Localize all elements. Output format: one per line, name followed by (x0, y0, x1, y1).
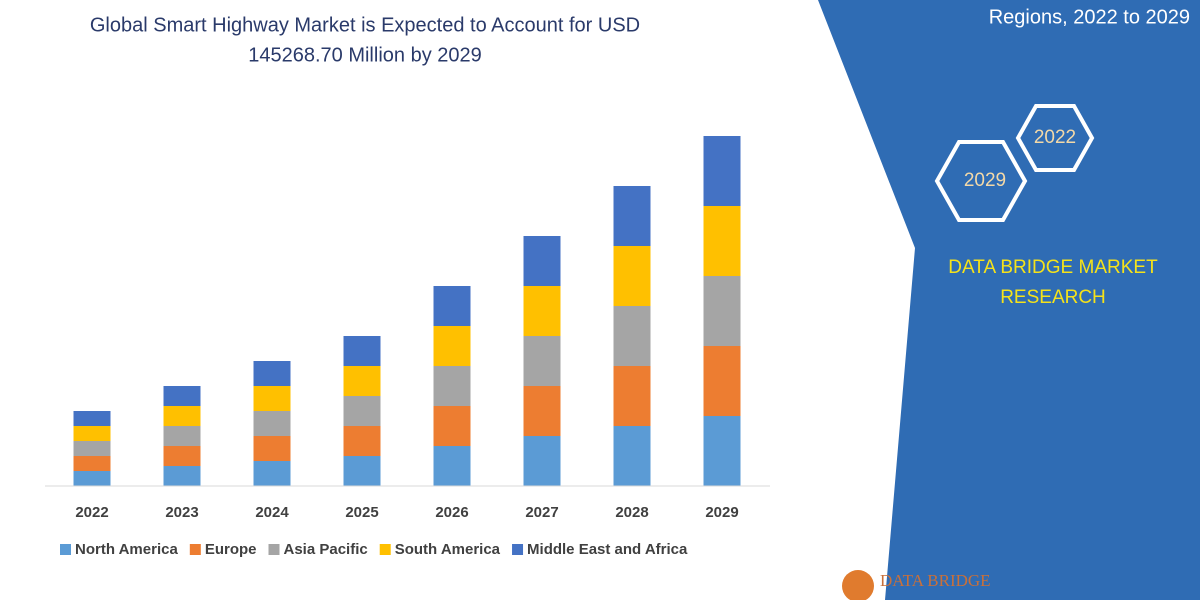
bar-segment (613, 366, 651, 426)
bar-segment (703, 346, 741, 416)
bar-segment (343, 396, 381, 426)
bar-segment (163, 386, 201, 406)
bar-segment (613, 306, 651, 366)
bar-segment (73, 456, 111, 471)
bar-segment (73, 411, 111, 426)
bar-segment (253, 436, 291, 461)
bar-segment (433, 326, 471, 366)
bar-segment (73, 426, 111, 441)
bar-segment (523, 436, 561, 486)
bar-segment (253, 386, 291, 411)
bar-segment (613, 426, 651, 486)
legend-label: Middle East and Africa (527, 541, 688, 558)
bar-segment (73, 471, 111, 486)
hexagon-label: 2022 (1034, 127, 1076, 148)
hexagon-label: 2029 (964, 170, 1006, 191)
bar-segment (343, 336, 381, 366)
hexagon (1015, 104, 1095, 172)
bar-segment (703, 136, 741, 206)
bar-segment (523, 236, 561, 286)
logo: DATA BRIDGE (880, 571, 991, 590)
bar-segment (703, 206, 741, 276)
legend-label: Europe (205, 541, 257, 558)
legend-label: Asia Pacific (284, 541, 368, 558)
bar-segment (343, 366, 381, 396)
x-tick-label: 2026 (435, 504, 468, 521)
legend-swatch (379, 544, 391, 555)
bar-segment (73, 441, 111, 456)
legend-label: South America (395, 541, 501, 558)
x-tick-label: 2022 (75, 504, 108, 521)
bar-segment (433, 446, 471, 486)
x-tick-label: 2023 (165, 504, 198, 521)
legend-swatch (512, 544, 524, 555)
brand: RESEARCH (1000, 287, 1106, 308)
title: Global Smart Highway Market is Expected … (90, 14, 640, 36)
bar-segment (163, 466, 201, 486)
bar-segment (523, 286, 561, 336)
bar-segment (253, 411, 291, 436)
x-tick-label: 2025 (345, 504, 378, 521)
bar-segment (163, 406, 201, 426)
x-tick-label: 2024 (255, 504, 289, 521)
legend-swatch (268, 544, 280, 555)
bar-segment (253, 461, 291, 486)
bar-segment (253, 361, 291, 386)
x-tick-label: 2028 (615, 504, 648, 521)
bar-segment (343, 456, 381, 486)
legend-label: North America (75, 541, 178, 558)
bar-segment (703, 276, 741, 346)
bar-segment (343, 426, 381, 456)
hexagon (934, 140, 1028, 222)
bar-segment (613, 186, 651, 246)
x-tick-label: 2027 (525, 504, 558, 521)
bar-segment (703, 416, 741, 486)
side-panel (818, 0, 1200, 600)
brand: DATA BRIDGE MARKET (948, 257, 1158, 278)
logo-icon (842, 570, 874, 600)
legend-swatch (189, 544, 201, 555)
bar-segment (613, 246, 651, 306)
side-subtitle: Regions, 2022 to 2029 (989, 6, 1190, 28)
bar-segment (433, 366, 471, 406)
title: 145268.70 Million by 2029 (248, 44, 482, 66)
x-tick-label: 2029 (705, 504, 738, 521)
bar-segment (433, 406, 471, 446)
bar-segment (163, 446, 201, 466)
bar-segment (433, 286, 471, 326)
bar-segment (523, 386, 561, 436)
bar-segment (163, 426, 201, 446)
bar-segment (523, 336, 561, 386)
chart: 2022 2023 2024 2025 2026 2027 2028 2029 North Am… (45, 136, 770, 558)
legend-swatch (60, 544, 71, 555)
